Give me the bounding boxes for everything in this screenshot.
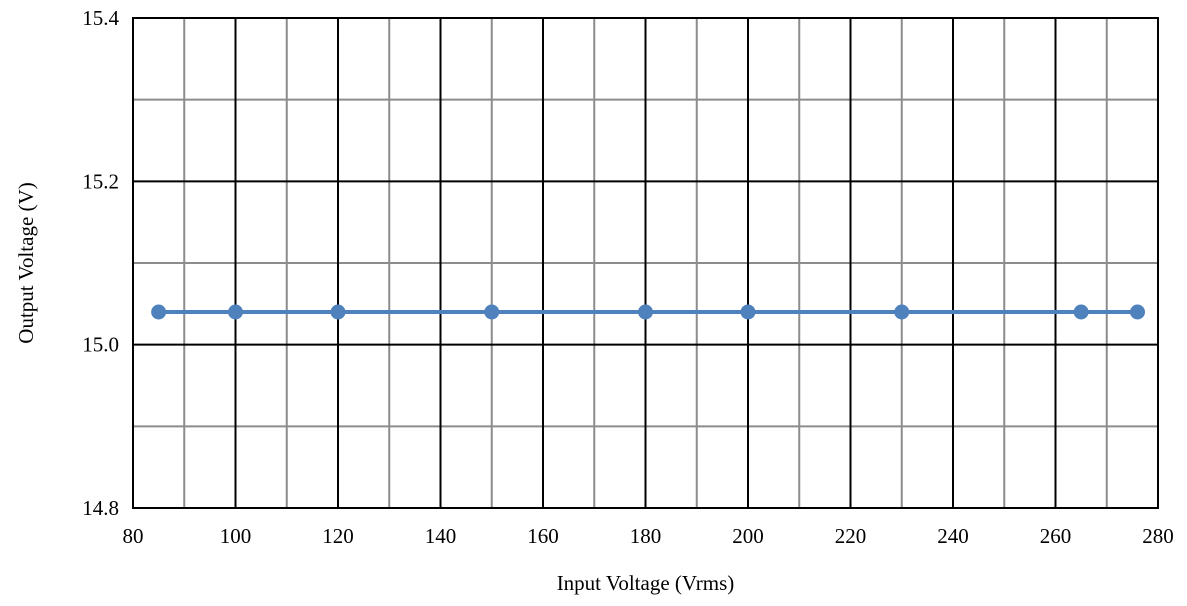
data-point: [638, 304, 653, 320]
x-tick-label: 280: [1142, 524, 1174, 548]
x-axis-tick-labels: 80 100 120 140 160 180 200 220 240 260 280: [123, 524, 1174, 548]
data-point: [330, 304, 346, 320]
data-point: [228, 304, 243, 320]
major-grid: [133, 18, 1158, 508]
x-tick-label: 160: [527, 524, 559, 548]
data-point: [151, 304, 167, 320]
data-point: [1073, 304, 1089, 320]
plot-frame: [132, 17, 1159, 509]
y-tick-label: 14.8: [82, 496, 119, 520]
y-tick-label: 15.0: [82, 333, 119, 357]
data-point: [1130, 304, 1145, 320]
x-tick-label: 200: [732, 524, 764, 548]
plot-area: [132, 17, 1159, 509]
y-tick-label: 15.2: [82, 169, 119, 193]
x-tick-label: 240: [937, 524, 969, 548]
y-tick-label: 15.4: [82, 6, 119, 30]
x-tick-label: 80: [123, 524, 144, 548]
y-axis-title: Output Voltage (V): [14, 182, 38, 343]
x-axis-title: Input Voltage (Vrms): [557, 571, 735, 595]
x-tick-label: 120: [322, 524, 354, 548]
y-axis-tick-labels: 14.8 15.0 15.2 15.4: [82, 6, 119, 520]
data-point: [894, 304, 910, 320]
series-layer: [151, 304, 1145, 320]
x-tick-label: 100: [220, 524, 252, 548]
x-tick-label: 180: [630, 524, 662, 548]
x-tick-label: 140: [425, 524, 457, 548]
x-tick-label: 260: [1040, 524, 1072, 548]
data-point: [740, 304, 756, 320]
data-point: [484, 304, 500, 320]
x-tick-label: 220: [835, 524, 867, 548]
